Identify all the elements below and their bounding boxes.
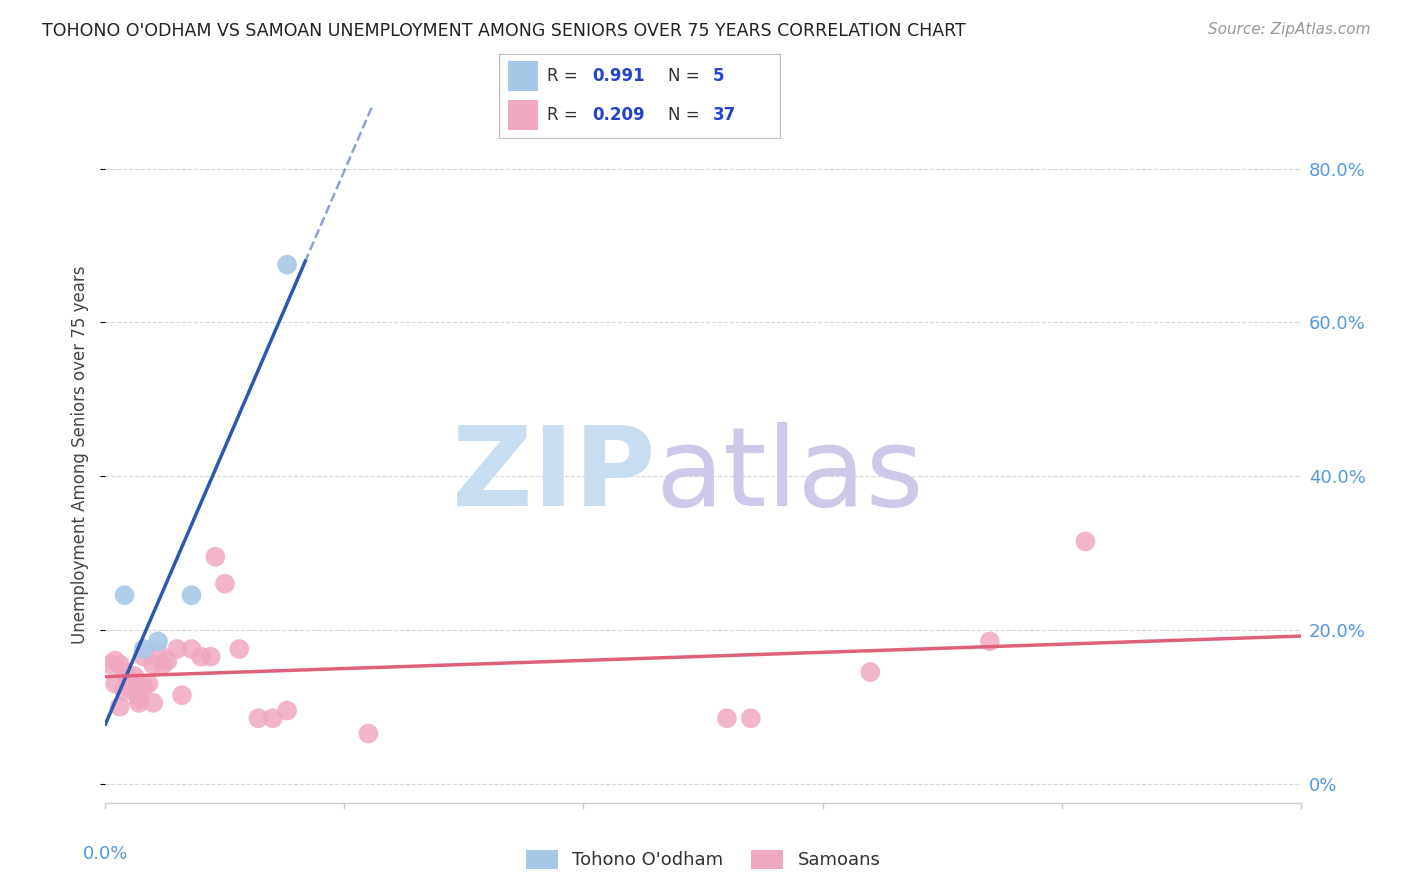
Point <box>128 696 150 710</box>
Point <box>104 676 127 690</box>
Point <box>200 649 222 664</box>
Point <box>716 711 738 725</box>
Text: N =: N = <box>668 68 704 86</box>
Point <box>98 657 121 672</box>
Y-axis label: Unemployment Among Seniors over 75 years: Unemployment Among Seniors over 75 years <box>72 266 90 644</box>
Point <box>262 711 284 725</box>
Point <box>166 642 188 657</box>
Text: ZIP: ZIP <box>451 422 655 529</box>
Point <box>122 669 145 683</box>
Point <box>247 711 270 725</box>
Point <box>228 642 250 657</box>
Point <box>214 576 236 591</box>
Point <box>114 665 136 679</box>
Text: 0.209: 0.209 <box>592 105 644 123</box>
Legend: Tohono O'odham, Samoans: Tohono O'odham, Samoans <box>516 840 890 879</box>
Text: 37: 37 <box>713 105 737 123</box>
Point <box>146 634 169 648</box>
Point <box>118 673 141 687</box>
Point <box>138 676 160 690</box>
Text: TOHONO O'ODHAM VS SAMOAN UNEMPLOYMENT AMONG SENIORS OVER 75 YEARS CORRELATION CH: TOHONO O'ODHAM VS SAMOAN UNEMPLOYMENT AM… <box>42 22 966 40</box>
Point <box>108 657 131 672</box>
Point <box>204 549 226 564</box>
Text: N =: N = <box>668 105 704 123</box>
Text: atlas: atlas <box>655 422 924 529</box>
Text: 0.991: 0.991 <box>592 68 644 86</box>
Point <box>152 657 174 672</box>
Point <box>170 688 193 702</box>
Point <box>142 657 165 672</box>
Point <box>132 681 155 695</box>
Text: 0.0%: 0.0% <box>83 845 128 863</box>
Point <box>180 642 202 657</box>
Text: Source: ZipAtlas.com: Source: ZipAtlas.com <box>1208 22 1371 37</box>
Point <box>114 588 136 602</box>
Point <box>740 711 762 725</box>
Point <box>276 704 298 718</box>
Text: R =: R = <box>547 105 583 123</box>
Point <box>190 649 212 664</box>
Point <box>357 726 380 740</box>
Point <box>132 642 155 657</box>
Point <box>108 699 131 714</box>
Point <box>114 684 136 698</box>
Bar <box>508 62 538 91</box>
Point <box>128 692 150 706</box>
Point <box>180 588 202 602</box>
Point <box>156 654 179 668</box>
Text: 5: 5 <box>713 68 724 86</box>
Point <box>276 258 298 272</box>
Point <box>142 696 165 710</box>
Point <box>859 665 882 679</box>
Point <box>146 646 169 660</box>
Point <box>132 649 155 664</box>
Text: R =: R = <box>547 68 583 86</box>
Point <box>104 654 127 668</box>
Point <box>979 634 1001 648</box>
Point <box>1074 534 1097 549</box>
Point <box>118 681 141 695</box>
Bar <box>508 100 538 130</box>
